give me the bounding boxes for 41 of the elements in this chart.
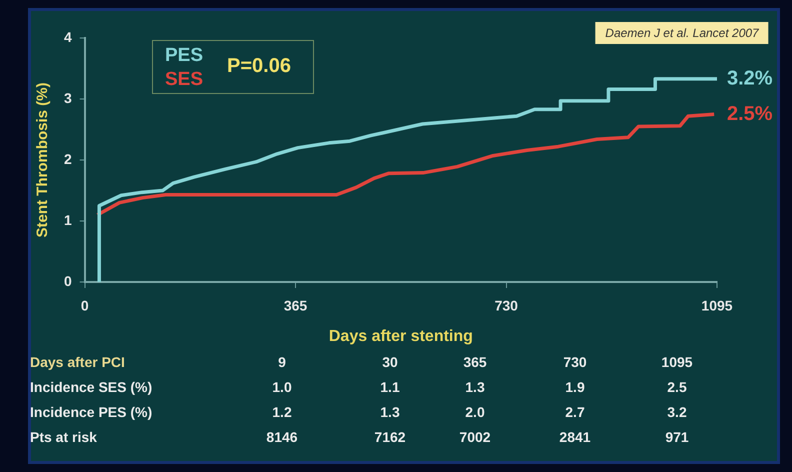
text: 8146 xyxy=(266,429,298,445)
text: 1.3 xyxy=(380,404,400,420)
y-tick-label: 3 xyxy=(64,90,72,106)
text: 9 xyxy=(278,354,286,370)
annotation: Daemen J et al. Lancet 2007 xyxy=(595,22,769,44)
x-tick-label: 0 xyxy=(80,297,89,314)
text: 1.3 xyxy=(465,379,485,395)
text: 30 xyxy=(382,354,398,370)
text: 1.9 xyxy=(565,379,585,395)
x-tick-label: 1095 xyxy=(701,297,733,314)
text: 2.7 xyxy=(565,404,585,420)
text: Incidence SES (%) xyxy=(30,379,152,395)
text: SES xyxy=(165,69,204,91)
y-tick-label: 1 xyxy=(64,212,72,228)
annotation: 2.5% xyxy=(727,102,773,125)
text: 1.2 xyxy=(272,404,292,420)
y-tick-label: 4 xyxy=(64,28,72,45)
annotation: P=0.06 xyxy=(227,55,291,78)
text: 2.5 xyxy=(667,379,687,395)
text: Incidence PES (%) xyxy=(30,404,152,420)
text: PES xyxy=(165,45,204,67)
x-tick-label: 730 xyxy=(494,297,518,314)
text: 7002 xyxy=(459,429,491,445)
annotation: 3.2% xyxy=(727,67,773,90)
text: Days after PCI xyxy=(30,354,125,370)
text: 730 xyxy=(563,354,587,370)
text: 2841 xyxy=(559,429,591,445)
y-tick-label: 0 xyxy=(64,272,72,289)
text: 7162 xyxy=(374,429,406,445)
text: 1095 xyxy=(661,354,693,370)
x-tick-label: 365 xyxy=(284,297,308,314)
text: 1.0 xyxy=(272,379,292,395)
y-tick-label: 2 xyxy=(64,150,72,167)
text: 365 xyxy=(463,354,487,370)
text: 3.2 xyxy=(667,404,687,420)
x-axis-title: Days after stenting xyxy=(328,328,473,345)
text: 1.1 xyxy=(380,379,400,395)
text: 2.0 xyxy=(465,404,485,420)
text: Pts at risk xyxy=(30,429,97,445)
text: 971 xyxy=(665,429,689,445)
y-axis-title: Stent Thrombosis (%) xyxy=(34,82,52,238)
